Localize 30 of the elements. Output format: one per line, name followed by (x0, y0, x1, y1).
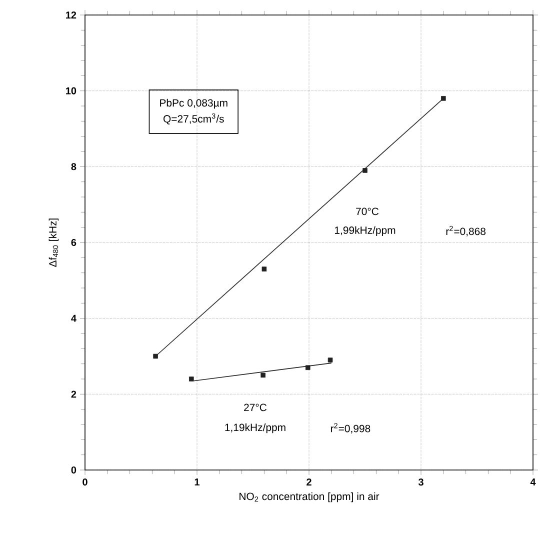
point (153, 354, 158, 359)
y-tick-label: 4 (71, 314, 76, 322)
y-tick-label: 10 (66, 87, 76, 94)
point (260, 372, 266, 378)
annotation: r$^{2}$=0,998 (330, 423, 370, 434)
point (441, 96, 446, 101)
point (262, 266, 267, 272)
x-tick-label: 4 (530, 478, 536, 486)
y-tick-label: 0 (71, 466, 76, 474)
annotation: 27°C (244, 404, 267, 412)
x-tick-label: 2 (306, 478, 312, 486)
point (362, 168, 368, 173)
y-axis-title: Δf$_{480}$ [kHz] (48, 218, 59, 267)
annotation: 70°C (356, 208, 379, 216)
point (328, 358, 333, 362)
y-tick-label: 8 (71, 163, 76, 170)
annotation: 1,99kHz/ppm (334, 226, 396, 236)
x-axis-title: NO$_{2}$ concentration [ppm] in air (240, 492, 380, 502)
y-tick-label: 2 (71, 390, 76, 398)
y-tick-label: 12 (66, 12, 76, 18)
point (305, 365, 310, 370)
annotation: PbPc 0,083µm (160, 98, 228, 109)
annotation: 1,19kHz/ppm (225, 423, 286, 434)
x-tick-label: 0 (82, 478, 88, 486)
point (189, 376, 194, 382)
annotation: r$^{2}$=0,868 (446, 226, 486, 236)
x-tick-label: 1 (194, 478, 200, 486)
y-tick-label: 6 (71, 238, 76, 246)
x-tick-label: 3 (418, 478, 424, 486)
annotation: Q=27,5cm$^{3}$/s (164, 113, 224, 124)
